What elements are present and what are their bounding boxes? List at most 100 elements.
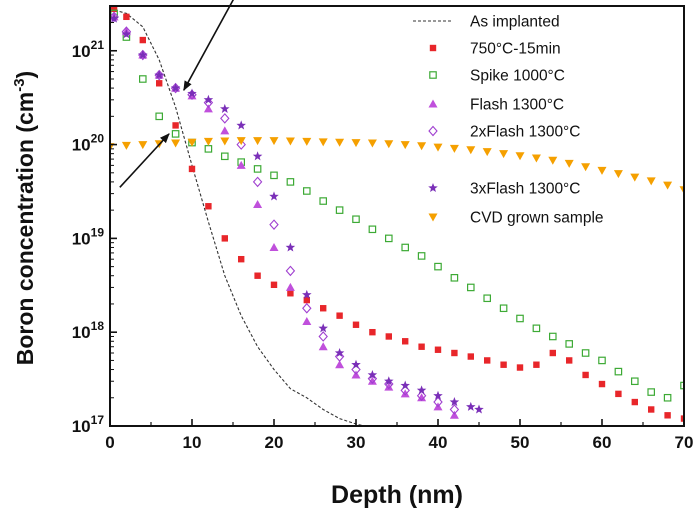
data-point <box>203 94 214 104</box>
data-point <box>499 150 509 159</box>
data-point <box>581 163 591 172</box>
series-cvd-grown-sample <box>110 137 684 195</box>
data-point <box>467 283 475 292</box>
data-point <box>285 282 295 291</box>
data-point <box>220 113 230 124</box>
data-point <box>121 141 131 150</box>
data-point <box>416 385 427 395</box>
data-point <box>203 97 214 108</box>
data-point <box>663 393 672 402</box>
data-point <box>320 305 327 312</box>
annotation-arrow <box>119 133 170 188</box>
data-point <box>449 397 460 407</box>
data-point <box>253 165 262 173</box>
annotation-layer <box>119 0 235 188</box>
data-point <box>285 137 295 146</box>
data-point <box>236 137 246 146</box>
data-point <box>121 29 132 39</box>
data-point <box>484 357 491 364</box>
data-point <box>156 80 163 87</box>
data-point <box>187 138 197 147</box>
data-point <box>433 390 443 400</box>
data-point <box>319 197 328 205</box>
data-point <box>139 36 146 44</box>
data-point <box>385 234 393 243</box>
data-point <box>548 332 557 341</box>
legend-label: CVD grown sample <box>470 210 604 227</box>
data-point <box>450 274 459 282</box>
data-point <box>418 343 425 350</box>
data-point <box>615 390 622 398</box>
series-spike-1000-c <box>110 9 684 402</box>
data-point <box>482 148 492 157</box>
series-750-c-15min <box>110 6 684 422</box>
data-point <box>188 165 196 173</box>
data-point <box>204 145 213 153</box>
data-point <box>220 137 230 146</box>
data-point <box>402 338 409 345</box>
data-point <box>369 328 376 336</box>
data-point <box>581 349 590 357</box>
annotation-arrow <box>183 0 235 92</box>
legend-swatch <box>429 44 437 52</box>
data-point <box>474 404 484 414</box>
data-point <box>531 154 541 163</box>
legend-label: As implanted <box>470 14 560 31</box>
y-tick-label: 1017 <box>72 413 105 436</box>
data-point <box>253 137 263 146</box>
data-point <box>648 406 655 413</box>
data-point <box>499 304 508 313</box>
data-point <box>434 262 442 271</box>
data-point <box>400 380 410 390</box>
data-point <box>515 152 525 161</box>
data-point <box>566 357 573 364</box>
data-point <box>205 203 212 210</box>
data-point <box>385 333 392 340</box>
data-point <box>286 178 295 186</box>
x-axis-title: Depth (nm) <box>331 481 463 509</box>
data-point <box>110 6 118 13</box>
data-point <box>367 376 377 385</box>
data-point <box>285 265 296 277</box>
data-point <box>236 120 246 130</box>
x-tick-label: 50 <box>511 433 530 452</box>
data-point <box>252 151 263 161</box>
legend: As implanted 750°C-15min Spike 1000°C Flash… <box>413 14 604 227</box>
data-point <box>302 289 312 299</box>
data-point <box>664 412 671 419</box>
data-point <box>679 186 684 195</box>
data-point <box>303 187 311 195</box>
series-layer <box>110 6 684 426</box>
data-point <box>138 50 148 60</box>
data-point <box>110 13 119 23</box>
data-point <box>236 139 246 150</box>
legend-swatch <box>428 99 438 108</box>
data-point <box>680 415 684 422</box>
data-point <box>172 122 179 129</box>
data-point <box>500 361 507 368</box>
y-tick-label: 1020 <box>72 132 105 155</box>
data-point <box>451 349 458 357</box>
data-point <box>533 361 540 368</box>
data-point <box>334 351 345 362</box>
data-point <box>171 130 180 138</box>
y-axis-title-close: ) <box>12 71 38 79</box>
data-point <box>434 346 442 353</box>
x-tick-label: 60 <box>593 433 612 452</box>
data-point <box>318 342 328 351</box>
data-point <box>253 199 263 208</box>
data-point <box>269 242 279 251</box>
data-point <box>269 191 279 201</box>
series-line <box>110 8 365 426</box>
data-point <box>384 140 394 149</box>
legend-swatch <box>428 125 438 137</box>
data-point <box>416 390 427 402</box>
data-point <box>335 138 345 147</box>
y-tick-label: 1019 <box>72 225 105 248</box>
data-point <box>613 170 623 179</box>
y-tick-label: 1021 <box>72 38 105 61</box>
data-point <box>367 139 377 148</box>
data-point <box>110 11 119 23</box>
legend-label: 750°C-15min <box>470 41 561 58</box>
